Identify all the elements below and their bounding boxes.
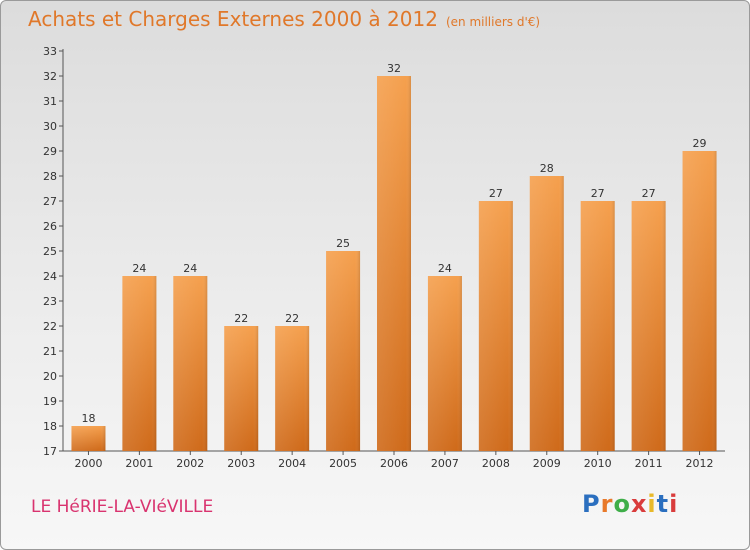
y-tick-label: 22 [43, 320, 57, 333]
y-tick-label: 31 [43, 95, 57, 108]
x-tick-label: 2008 [482, 457, 510, 470]
x-tick-label: 2005 [329, 457, 357, 470]
bar-shade [122, 276, 157, 451]
logo-letter: P [582, 490, 601, 518]
bar-shade [529, 176, 564, 451]
y-tick-label: 26 [43, 220, 57, 233]
title-text: Achats et Charges Externes 2000 à 2012 [28, 7, 438, 31]
value-label: 24 [132, 262, 146, 275]
value-label: 22 [285, 312, 299, 325]
y-tick-label: 28 [43, 170, 57, 183]
x-axis: 2000 2001 2002 2003 2004 2005 2006 2007 2008 2009… [63, 450, 725, 470]
x-tick-label: 2003 [227, 457, 255, 470]
value-label: 29 [693, 137, 707, 150]
value-labels: 18 24 24 22 22 25 32 24 27 28 27 27 29 [81, 62, 706, 425]
bar-shade [580, 201, 615, 451]
y-tick-label: 21 [43, 345, 57, 358]
logo-letter: r [600, 490, 614, 518]
proxiti-logo: Proxiti [582, 490, 678, 518]
y-tick-label: 17 [43, 445, 57, 458]
bar-shade [682, 151, 717, 451]
logo-letter: o [613, 490, 631, 518]
x-tick-label: 2011 [635, 457, 663, 470]
commune-name: LE HéRIE-LA-VIéVILLE [31, 497, 214, 517]
bar-shade [427, 276, 462, 451]
bar-shade [71, 426, 106, 451]
value-label: 22 [234, 312, 248, 325]
value-label: 24 [438, 262, 452, 275]
value-label: 32 [387, 62, 401, 75]
x-tick-label: 2010 [584, 457, 612, 470]
x-tick-label: 2000 [74, 457, 102, 470]
value-label: 25 [336, 237, 350, 250]
y-tick-label: 20 [43, 370, 57, 383]
logo-letter: i [669, 490, 679, 518]
y-tick-label: 29 [43, 145, 57, 158]
x-tick-label: 2012 [686, 457, 714, 470]
bar-shade [377, 76, 411, 451]
y-tick-label: 19 [43, 395, 57, 408]
chart-title: Achats et Charges Externes 2000 à 2012 (e… [28, 7, 540, 31]
y-tick-label: 33 [43, 45, 57, 58]
x-tick-label: 2001 [125, 457, 153, 470]
y-tick-label: 24 [43, 270, 57, 283]
x-tick-label: 2006 [380, 457, 408, 470]
x-tick-label: 2009 [533, 457, 561, 470]
y-tick-label: 18 [43, 420, 57, 433]
bar-shade [173, 276, 208, 451]
value-label: 27 [642, 187, 656, 200]
value-label: 27 [489, 187, 503, 200]
y-tick-label: 30 [43, 120, 57, 133]
value-label: 28 [540, 162, 554, 175]
y-axis: 17 18 19 20 21 22 23 24 25 26 27 28 29 30 31 32 33 [43, 45, 64, 458]
value-label: 27 [591, 187, 605, 200]
y-tick-label: 27 [43, 195, 57, 208]
value-label: 24 [183, 262, 197, 275]
bars [71, 76, 717, 451]
logo-letter: t [656, 490, 670, 518]
y-tick-label: 25 [43, 245, 57, 258]
logo-letter: x [630, 490, 648, 518]
bar-shade [224, 326, 259, 451]
bar-shade [631, 201, 666, 451]
bar-shade [275, 326, 310, 451]
logo-letter: i [647, 490, 657, 518]
chart-subtitle: (en milliers d'€) [445, 15, 541, 29]
bar-shade [326, 251, 361, 451]
bar-shade [478, 201, 513, 451]
x-tick-label: 2004 [278, 457, 306, 470]
y-tick-label: 32 [43, 70, 57, 83]
x-tick-label: 2007 [431, 457, 459, 470]
y-tick-label: 23 [43, 295, 57, 308]
value-label: 18 [81, 412, 95, 425]
x-tick-label: 2002 [176, 457, 204, 470]
